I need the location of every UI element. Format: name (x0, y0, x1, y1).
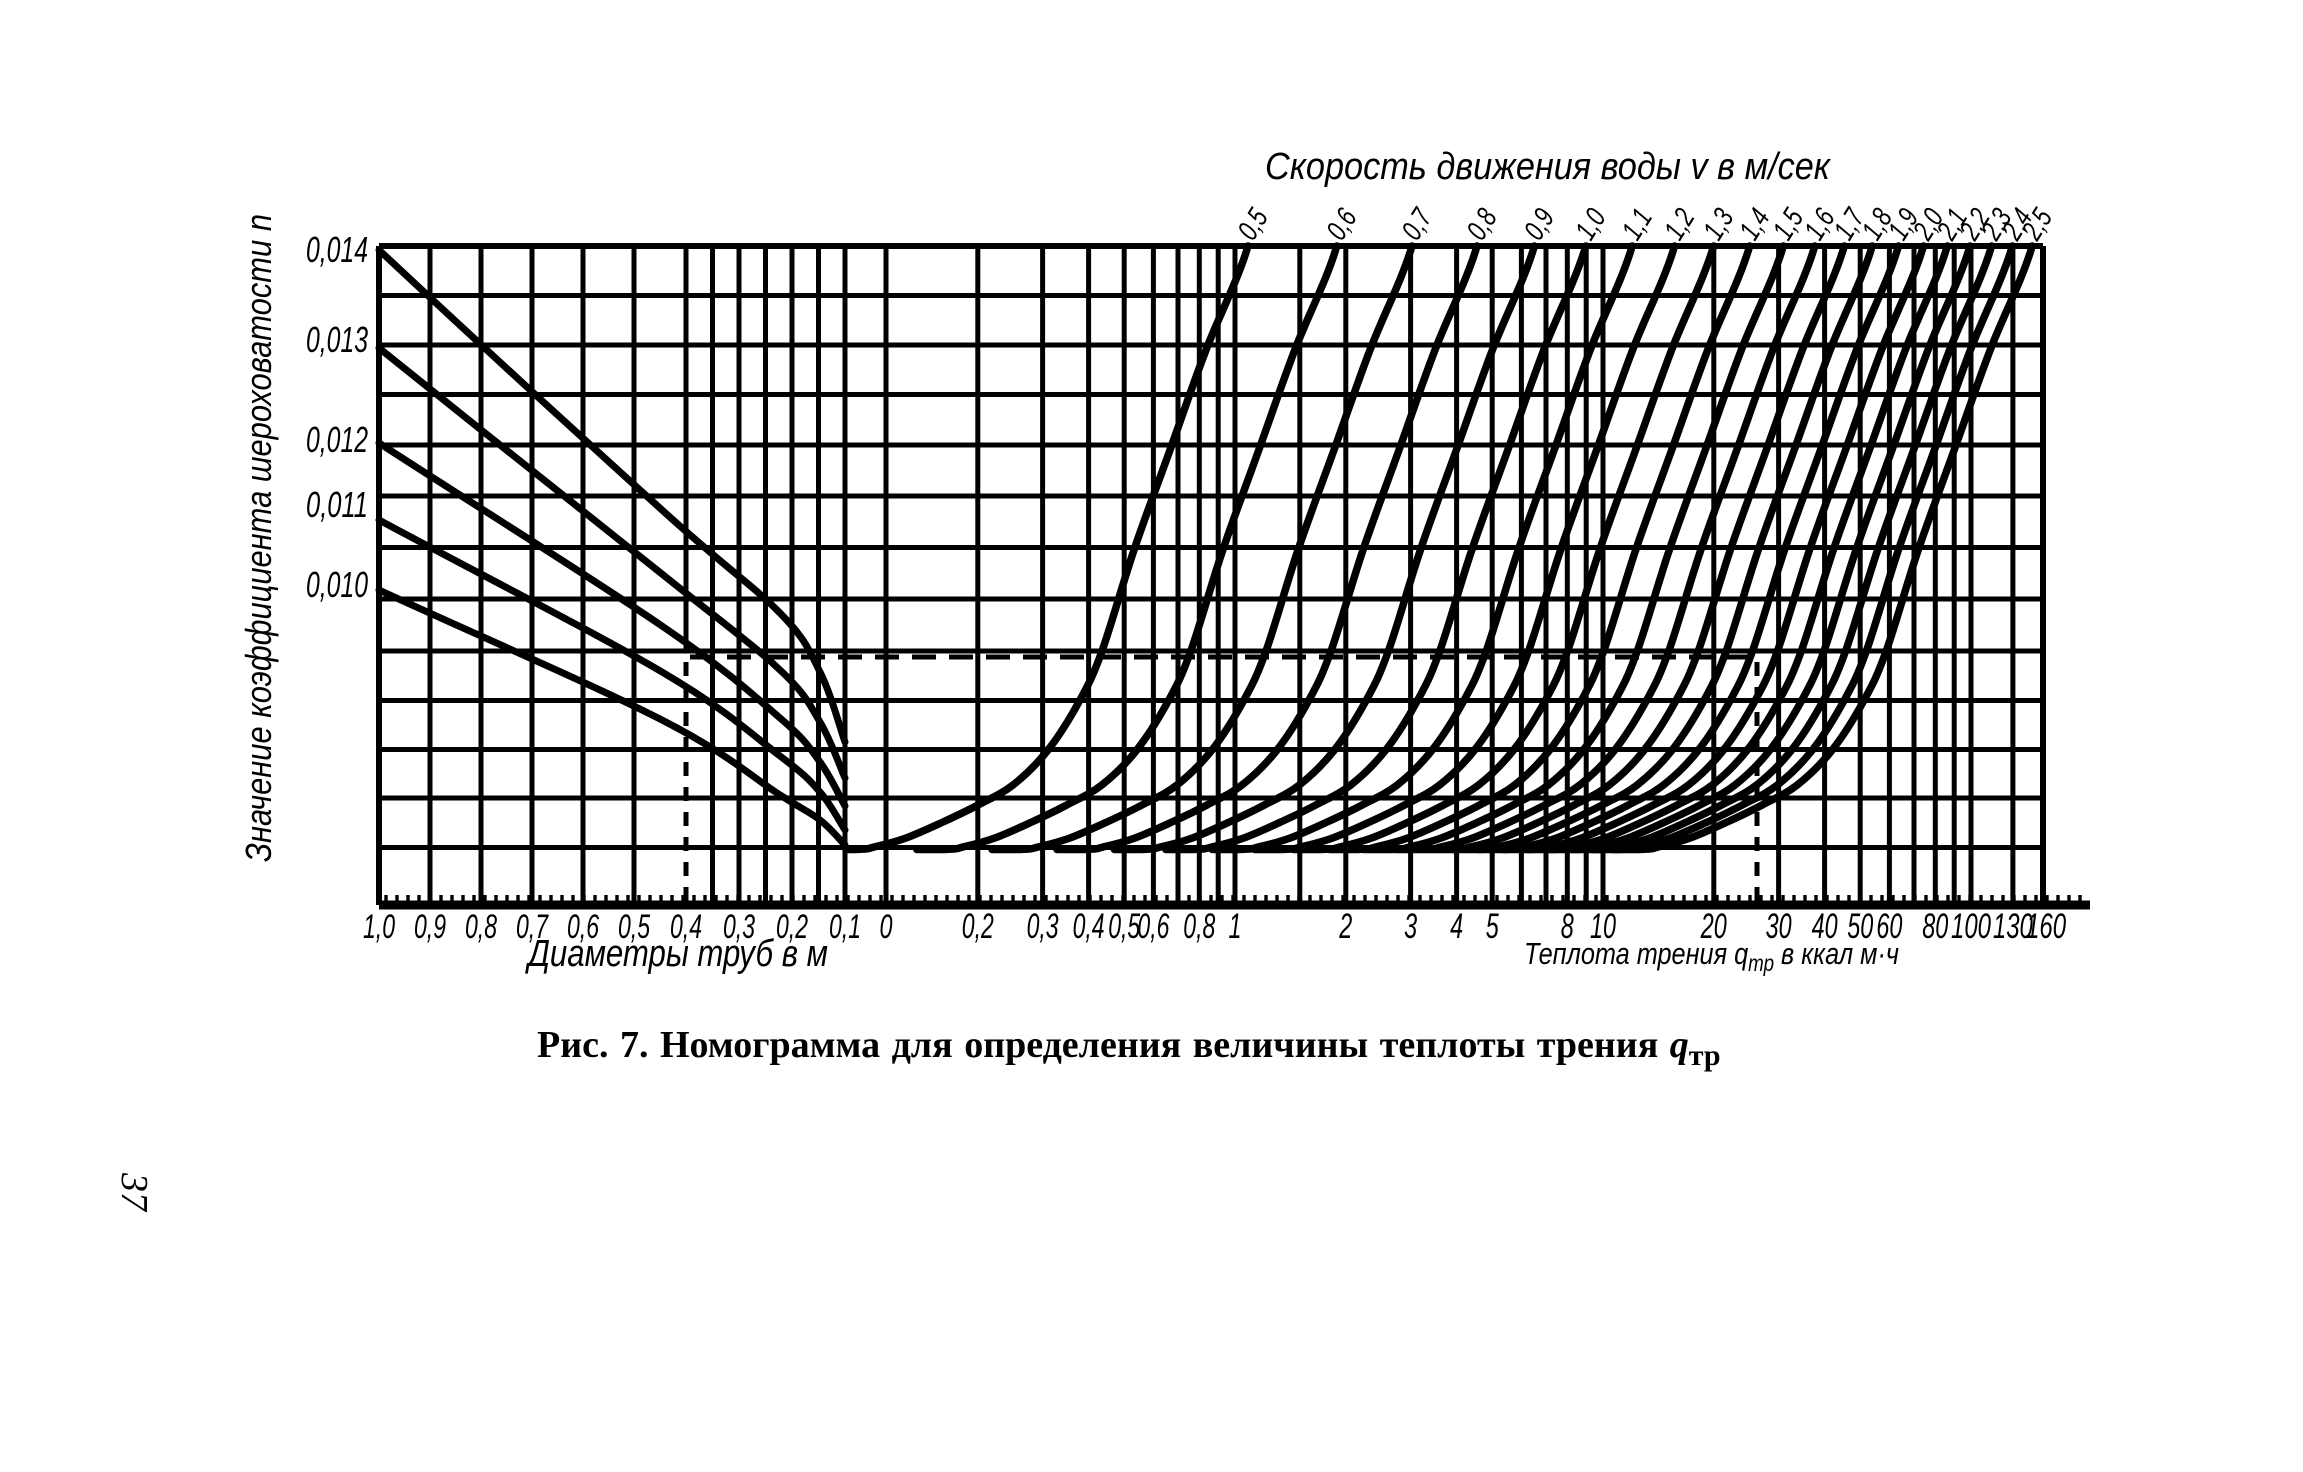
svg-text:0,3: 0,3 (723, 908, 755, 946)
svg-text:2: 2 (1339, 907, 1353, 946)
svg-text:Значение коэффициента шерохова: Значение коэффициента шероховатости n (238, 214, 279, 862)
svg-text:0,3: 0,3 (1027, 907, 1059, 946)
svg-text:0,7: 0,7 (516, 908, 549, 946)
svg-text:1,0: 1,0 (363, 908, 395, 946)
svg-text:0,4: 0,4 (670, 908, 702, 946)
svg-text:0,4: 0,4 (1073, 907, 1105, 946)
svg-text:0,8: 0,8 (465, 908, 497, 946)
svg-text:0,5: 0,5 (618, 908, 650, 946)
svg-text:1: 1 (1229, 907, 1242, 946)
svg-text:0,5: 0,5 (1108, 907, 1140, 946)
svg-text:130: 130 (1993, 907, 2033, 946)
svg-text:Теплота трения qтр в ккал м·ч: Теплота трения qтр в ккал м·ч (1524, 936, 1899, 976)
svg-text:0,6: 0,6 (567, 908, 599, 946)
svg-text:160: 160 (2026, 907, 2066, 946)
svg-text:0,8: 0,8 (1183, 907, 1215, 946)
svg-text:0,011: 0,011 (306, 484, 368, 525)
svg-text:0,6: 0,6 (1137, 907, 1169, 946)
svg-text:0,010: 0,010 (306, 564, 368, 605)
svg-text:60: 60 (1876, 907, 1902, 946)
svg-text:Скорость движения воды v в м/с: Скорость движения воды v в м/сек (1265, 146, 1832, 188)
svg-text:0,2: 0,2 (776, 908, 808, 946)
svg-text:0,9: 0,9 (414, 908, 446, 946)
svg-text:30: 30 (1766, 907, 1792, 946)
svg-text:4: 4 (1450, 907, 1463, 946)
svg-text:0,013: 0,013 (306, 319, 368, 360)
svg-text:Диаметры труб в м: Диаметры труб в м (525, 933, 828, 975)
svg-text:0: 0 (880, 908, 893, 946)
svg-text:5: 5 (1486, 907, 1499, 946)
svg-text:40: 40 (1812, 907, 1838, 946)
svg-text:0,012: 0,012 (306, 419, 368, 460)
svg-text:0,014: 0,014 (306, 229, 368, 270)
svg-text:50: 50 (1847, 907, 1873, 946)
svg-text:0,2: 0,2 (962, 907, 994, 946)
svg-text:37: 37 (113, 1172, 155, 1213)
svg-text:20: 20 (1700, 907, 1727, 946)
svg-text:80: 80 (1922, 907, 1948, 946)
svg-text:8: 8 (1561, 907, 1574, 946)
svg-text:10: 10 (1590, 907, 1616, 946)
svg-text:100: 100 (1951, 907, 1991, 946)
svg-text:3: 3 (1404, 907, 1417, 946)
svg-text:Рис. 7. Номограмма для опре: Рис. 7. Номограмма для определения велич… (537, 1024, 1721, 1072)
svg-text:0,1: 0,1 (829, 908, 861, 946)
